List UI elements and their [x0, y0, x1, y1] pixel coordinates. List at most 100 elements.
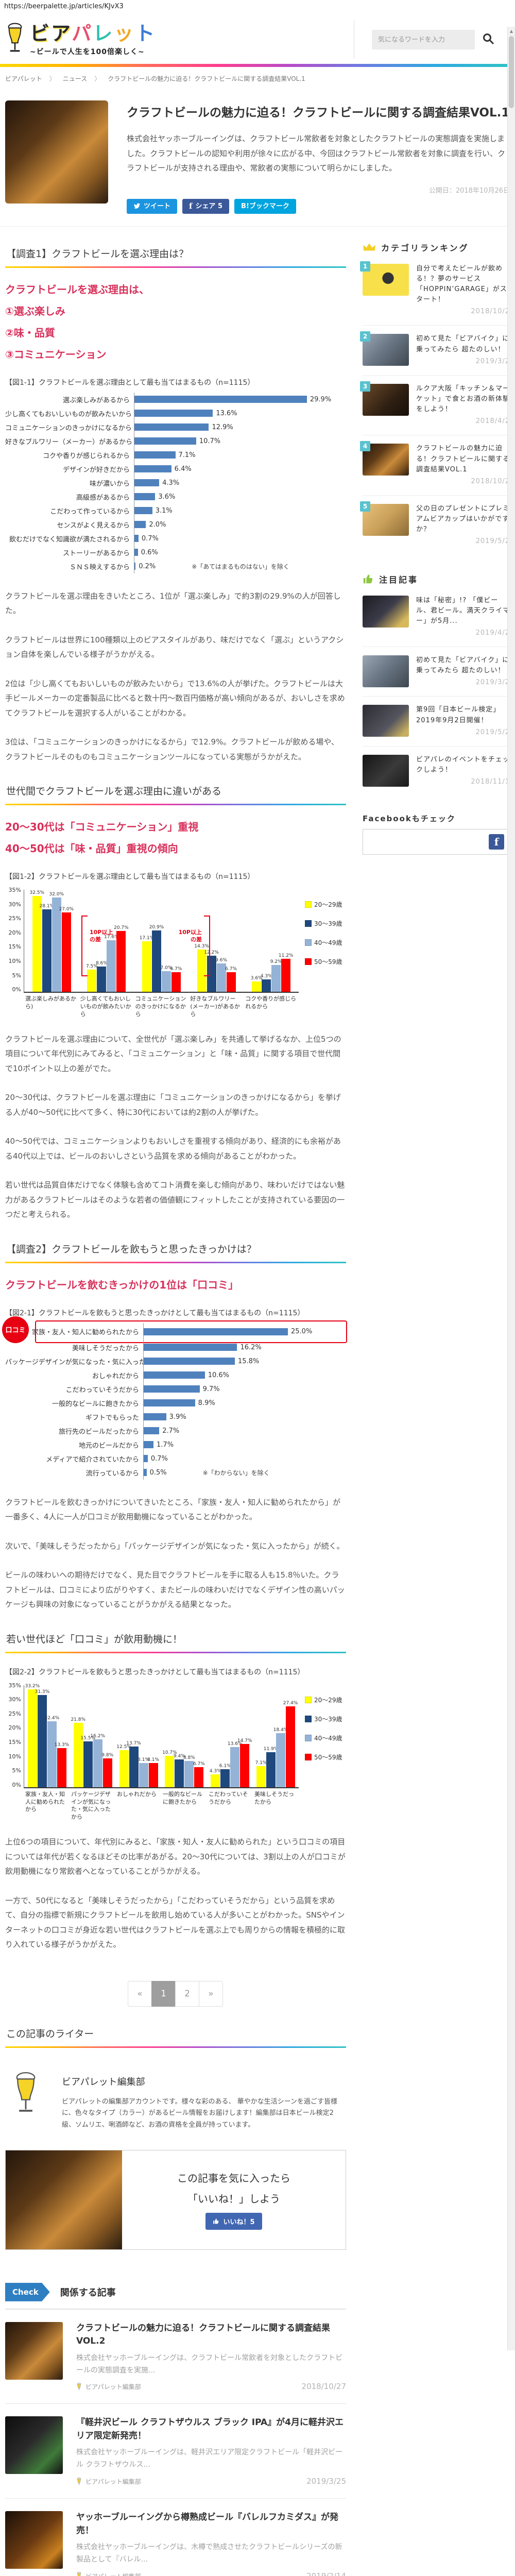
tweet-button[interactable]: ツイート: [127, 198, 178, 214]
sidebar-article-date: 2018/4/2: [475, 417, 510, 426]
sidebar-article-title[interactable]: 父の日のプレゼントにプレミアムビアカップはいかがですか？: [416, 504, 510, 534]
sidebar-article-title[interactable]: 味は「秘密」!? 「僕ビール、君ビール。満天クライマー」が5月...: [416, 596, 510, 625]
paragraph: 20～30代は、クラフトビールを選ぶ理由に「コミュニケーションのきっかけになるか…: [5, 1093, 341, 1117]
bar-group: 4.3% 6.1% 13.6% 14.7%: [207, 1685, 253, 1787]
paragraph: 40～50代では、コミュニケーションよりもおいしさを重視する傾向があり、経済的に…: [5, 1137, 341, 1161]
sidebar-article-item[interactable]: 初めて見た「ビアバイク」に乗ってみたら 超たのしい！ 2019/3/2: [363, 647, 510, 696]
category-label: 家族・友人・知人に勧められたから: [25, 1790, 65, 1813]
bar-group: 32.5% 28.1% 32.0% 27.0%: [24, 890, 79, 992]
chart-note: ※「あてはまるものはない」を除く: [192, 563, 289, 570]
facebook-icon[interactable]: f: [489, 834, 504, 850]
legend-item: 40～49歳: [305, 1734, 346, 1742]
sidebar-article-title[interactable]: 初めて見た「ビアバイク」に乗ってみたら 超たのしい！: [416, 656, 510, 675]
writer-bio: ビアパレットの編集部アカウントです。様々な彩のある、 華やかな生活シーンを過ごす…: [62, 2097, 338, 2129]
bar-value: 31.3%: [35, 1689, 50, 1694]
category-label: 美味しそうだったから: [254, 1790, 294, 1805]
sidebar-article-item[interactable]: 2 初めて見た「ビアバイク」に乗ってみたら 超たのしい！ 2019/3/2: [360, 325, 510, 375]
hatena-bookmark-button[interactable]: B!ブックマーク: [234, 198, 296, 214]
featured-list: 味は「秘密」!? 「僕ビール、君ビール。満天クライマー」が5月... 2019/4…: [363, 587, 510, 796]
chart-annotation: 10P以上の差: [81, 916, 117, 977]
chart-bar-row: 少し高くてもおいしいものが飲みたいから 13.6%: [5, 406, 346, 420]
sidebar-article-item[interactable]: 5 父の日のプレゼントにプレミアムビアカップはいかがですか？ 2019/5/2: [360, 495, 510, 555]
sidebar-article-title[interactable]: 初めて見た「ビアバイク」に乗ってみたら 超たのしい！: [416, 335, 510, 353]
sidebar-article-item[interactable]: 4 クラフトビールの魅力に迫る！クラフトビールに関する調査結果VOL.1 2018/…: [360, 435, 510, 495]
bar-label: センスがよく見えるから: [57, 521, 130, 530]
sidebar-article-title[interactable]: ビアパレのイベントをチェックしよう！: [416, 755, 510, 774]
pagination-page-2[interactable]: 2: [175, 1980, 199, 2007]
article-lead: 株式会社ヤッホーブルーイングは、クラフトビール常飲者を対象としたクラフトビールの…: [127, 134, 506, 173]
plot-area: 33.2% 31.3% 22.4% 13.3% 21.8% 15.5% 16.2% 9.8% 1…: [24, 1682, 299, 1788]
sidebar-article-title[interactable]: 第9回「日本ビール検定」2019年9月2日開催！: [416, 706, 501, 724]
facebook-share-button[interactable]: f シェア 5: [182, 198, 230, 214]
related-article-title[interactable]: 『軽井沢ビール クラフトザウルス ブラック IPA』が4月に軽井沢エリア限定新発…: [76, 2417, 344, 2441]
bar: [134, 549, 138, 556]
sidebar-article-date: 2018/10/2: [471, 308, 510, 316]
writer-name[interactable]: ビアパレット編集部: [62, 2076, 145, 2088]
chart-legend: 20～29歳 30～39歳 40～49歳 50～59歳: [299, 1682, 346, 1821]
sidebar-article-item[interactable]: ビアパレのイベントをチェックしよう！ 2018/11/1: [363, 745, 510, 795]
bar-label: ＳＮＳ映えするから: [69, 563, 130, 571]
scrollbar-thumb[interactable]: [509, 36, 514, 108]
site-logo[interactable]: ビアパレット ~ビールで人生を100倍楽しく~: [4, 23, 156, 57]
related-section-heading: Check 関係する記事: [5, 2282, 346, 2310]
sidebar-article-item[interactable]: 3 ルクア大阪「キッチン＆マーケット」で食とお酒の新体験をしよう！ 2018/4/2: [360, 375, 510, 435]
search-input[interactable]: [372, 30, 475, 49]
pagination-page-1[interactable]: 1: [151, 1980, 176, 2007]
sidebar-article-title[interactable]: ルクア大阪「キッチン＆マーケット」で食とお酒の新体験をしよう！: [416, 384, 510, 414]
chart-bar-row: 高級感があるから 3.6%: [5, 489, 346, 504]
category-label: パッケージデザインが気になった・気に入ったから: [71, 1790, 111, 1821]
bar-group: 7.1% 11.9% 18.4% 27.4%: [253, 1685, 299, 1787]
sidebar-article-item[interactable]: 第9回「日本ビール検定」2019年9月2日開催！ 2019/5/2: [363, 696, 510, 745]
writer-box: ビアパレット編集部 ビアパレットの編集部アカウントです。様々な彩のある、 華やか…: [5, 2060, 346, 2136]
related-article-item[interactable]: 『軽井沢ビール クラフトザウルス ブラック IPA』が4月に軽井沢エリア限定新発…: [5, 2404, 346, 2499]
chart-bar-row: 一般的なビールに飽きたから 8.9%: [5, 1396, 346, 1410]
bar-value: 12.2%: [204, 950, 219, 956]
scrollbar-up-arrow[interactable]: ▲: [509, 28, 513, 33]
related-article-title[interactable]: ヤッホーブルーイングから樽熟成ビール『バレルフカミダス』が発売！: [76, 2512, 338, 2536]
related-article-item[interactable]: ヤッホーブルーイングから樽熟成ビール『バレルフカミダス』が発売！ 株式会社ヤッホー…: [5, 2499, 346, 2576]
bar: [134, 479, 160, 487]
bar-value: 27.4%: [283, 1701, 298, 1706]
browser-scrollbar[interactable]: ▲: [507, 27, 515, 2350]
facebook-like-button[interactable]: いいね！5: [205, 2213, 262, 2230]
category-label: こだわっていそうだから: [209, 1790, 248, 1805]
search-icon[interactable]: [482, 32, 494, 47]
related-article-item[interactable]: クラフトビールの魅力に迫る！クラフトビールに関する調査結果VOL.2 株式会社ヤッ…: [5, 2310, 346, 2404]
sidebar-article-item[interactable]: 味は「秘密」!? 「僕ビール、君ビール。満天クライマー」が5月... 2019/4…: [363, 587, 510, 647]
sidebar-article-date: 2019/5/2: [475, 728, 510, 736]
bar: [142, 941, 151, 992]
pagination-prev[interactable]: «: [128, 1980, 152, 2007]
category-label: おしゃれだから: [117, 1790, 157, 1798]
bar: [144, 1358, 235, 1365]
sidebar-article-title[interactable]: 自分で考えたビールが飲める！？夢のサービス「HOPPIN’GARAGE」がスター…: [416, 264, 507, 304]
article-thumbnail: 1: [360, 261, 409, 296]
bar: [134, 396, 307, 403]
paragraph: クラフトビールは世界に100種類以上のビアスタイルがあり、味だけでなく「選ぶ」と…: [5, 635, 344, 659]
bar: [134, 423, 209, 431]
article-thumbnail: 4: [360, 441, 409, 476]
sidebar-article-title[interactable]: クラフトビールの魅力に迫る！クラフトビールに関する調査結果VOL.1: [416, 445, 510, 473]
bar: [144, 1399, 195, 1407]
rank-badge: 4: [360, 441, 370, 452]
bar-value: 6.7%: [170, 966, 182, 972]
related-article-title[interactable]: クラフトビールの魅力に迫る！クラフトビールに関する調査結果VOL.2: [76, 2323, 330, 2347]
bar-group: 33.2% 31.3% 22.4% 13.3%: [24, 1684, 70, 1787]
pagination-next[interactable]: »: [199, 1980, 223, 2007]
bar-value: 6.7%: [193, 1761, 205, 1767]
chart-bar-row: ギフトでもらった 3.9%: [5, 1410, 346, 1424]
grouped-bar-chart: 35% 30% 25% 20% 15% 10% 5% 0% 33.2% 31.3% 22.4% 13.…: [5, 1682, 346, 1821]
breadcrumb-item[interactable]: ビアパレット: [5, 75, 42, 82]
bar-label: 美味しそうだったから: [72, 1344, 139, 1352]
sidebar-article-item[interactable]: 1 自分で考えたビールが飲める！？夢のサービス「HOPPIN’GARAGE」がスタ…: [360, 256, 510, 326]
sidebar-article-date: 2018/11/1: [471, 778, 510, 786]
legend-item: 50～59歳: [305, 1753, 346, 1761]
sidebar-article-date: 2019/4/2: [475, 629, 510, 637]
chart-legend: 20～29歳 30～39歳 40～49歳 50～59歳: [299, 887, 346, 1019]
bar: [134, 507, 152, 515]
bar: [151, 930, 161, 992]
sidebar-article-date: 2018/10/2: [471, 477, 510, 485]
kuchikomi-badge: 口コミ: [2, 1316, 29, 1343]
bar-value: 4.3%: [209, 1769, 221, 1774]
y-axis: 35% 30% 25% 20% 15% 10% 5% 0%: [8, 887, 21, 993]
breadcrumb-item[interactable]: ニュース: [62, 75, 88, 82]
